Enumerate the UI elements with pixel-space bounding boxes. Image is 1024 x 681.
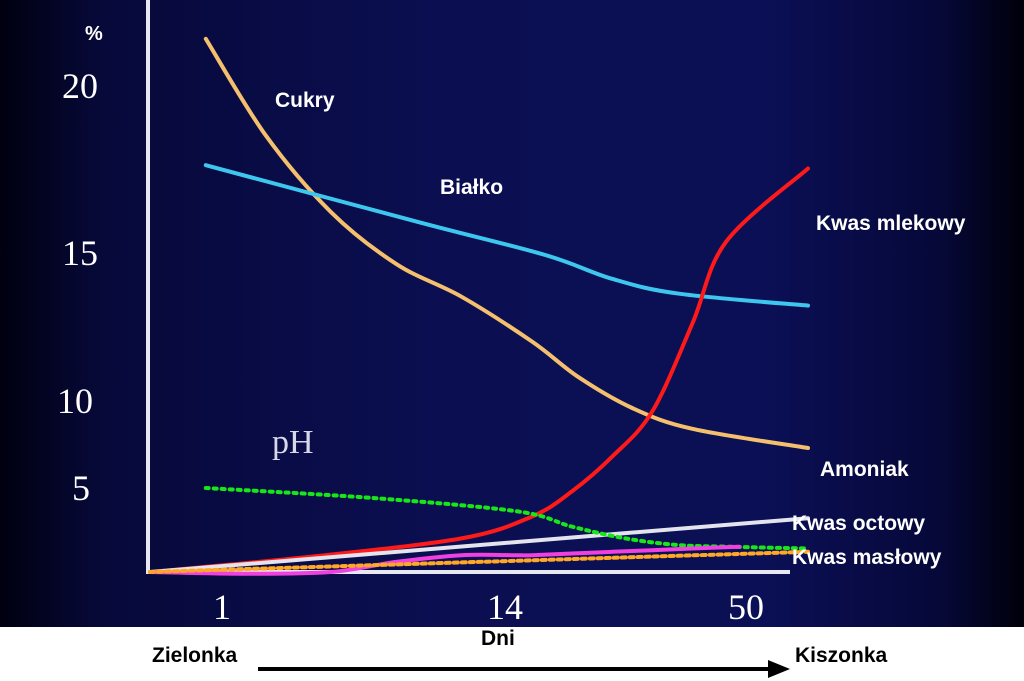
y-tick-label: 10 — [57, 381, 93, 421]
y-unit-label: % — [85, 23, 103, 45]
series-line-kwas-mlekowy — [148, 166, 810, 574]
series-label-kwas-maslowy: Kwas masłowy — [792, 546, 942, 569]
series-label-amoniak: Amoniak — [820, 458, 909, 481]
chart: % 20 15 10 5 1 14 50 Cukry Białko Kwas m… — [57, 0, 966, 627]
y-tick-label: 5 — [72, 468, 90, 508]
y-tick-label: 20 — [62, 66, 98, 106]
chart-background: % 20 15 10 5 1 14 50 Cukry Białko Kwas m… — [0, 0, 1024, 627]
series-line-cukry — [203, 36, 810, 450]
x-tick-label: 50 — [728, 587, 764, 627]
series-line-bia-ko — [203, 163, 810, 308]
bottom-bar: Dni Zielonka Kiszonka — [0, 627, 1024, 681]
x-tick-label: 14 — [487, 587, 523, 627]
x-end-label: Kiszonka — [795, 644, 888, 667]
x-tick-label: 1 — [213, 587, 231, 627]
progress-arrow — [258, 660, 790, 678]
arrow-head-icon — [768, 660, 790, 678]
series-label-cukry: Cukry — [275, 89, 335, 112]
series-line-kwas-mas-owy — [148, 549, 810, 574]
series-line-ph — [203, 486, 810, 551]
series-line-kwas-octowy — [148, 544, 742, 576]
series-label-ph: pH — [272, 424, 314, 461]
series-group — [148, 36, 810, 576]
series-line-amoniak — [148, 516, 810, 574]
series-label-kwas-octowy: Kwas octowy — [792, 512, 925, 535]
series-label-bialko: Białko — [440, 176, 503, 199]
y-tick-label: 15 — [62, 233, 98, 273]
series-label-kwas-mlekowy: Kwas mlekowy — [816, 212, 966, 235]
x-start-label: Zielonka — [152, 644, 238, 667]
x-axis-title: Dni — [481, 627, 515, 650]
